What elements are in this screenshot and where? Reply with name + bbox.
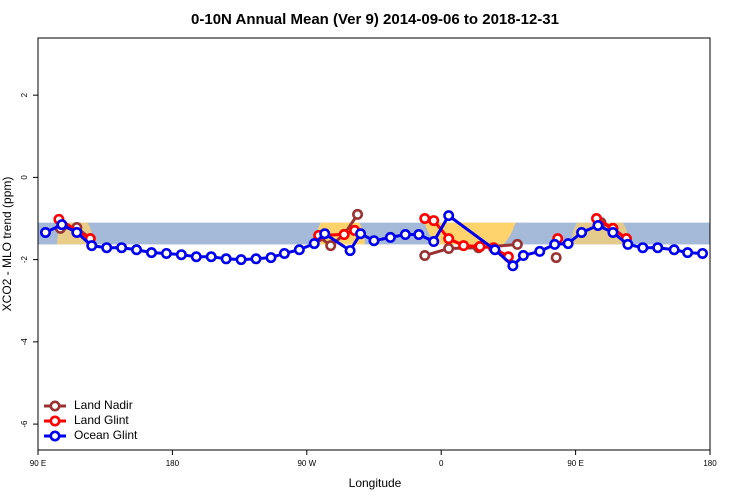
point: [419, 213, 431, 225]
point: [190, 251, 202, 263]
point: [622, 238, 634, 250]
point: [534, 245, 546, 257]
point: [293, 244, 305, 256]
x-tick-label: 180: [166, 459, 180, 468]
point: [368, 235, 380, 247]
x-tick-label: 0: [439, 459, 444, 468]
y-tick-label: -2: [20, 256, 29, 264]
point: [265, 252, 277, 264]
y-tick-label: -6: [20, 420, 29, 428]
point: [511, 238, 523, 250]
band: [38, 222, 710, 245]
x-tick-label: 180: [703, 459, 717, 468]
x-tick-label: 90 W: [297, 459, 316, 468]
point: [489, 244, 501, 256]
point: [175, 249, 187, 261]
point: [344, 245, 356, 257]
point: [443, 233, 455, 245]
band-layer: [38, 222, 710, 245]
point: [474, 240, 486, 252]
point: [308, 238, 320, 250]
yellow-regions: [57, 222, 628, 245]
point: [384, 231, 396, 243]
point: [428, 236, 440, 248]
x-axis-label: Longitude: [349, 476, 402, 490]
legend-marker: [49, 415, 61, 427]
point: [319, 228, 331, 240]
point: [550, 252, 562, 264]
point: [562, 238, 574, 250]
x-tick-label: 90 E: [567, 459, 583, 468]
point: [443, 210, 455, 222]
data-layer: [39, 208, 709, 272]
plot-frame: [37, 37, 711, 451]
chart-title: 0-10N Annual Mean (Ver 9) 2014-09-06 to …: [191, 11, 559, 28]
legend-marker: [49, 430, 61, 442]
point: [637, 242, 649, 254]
y-tick-label: -4: [20, 338, 29, 346]
point: [352, 208, 364, 220]
point: [101, 242, 113, 254]
legend-label: Land Nadir: [74, 398, 133, 412]
point: [235, 254, 247, 266]
point: [443, 243, 455, 255]
legend-marker: [49, 400, 61, 412]
point: [399, 229, 411, 241]
point: [355, 228, 367, 240]
legend-label: Land Glint: [74, 413, 129, 427]
point: [338, 229, 350, 241]
point: [458, 240, 470, 252]
point: [325, 240, 337, 252]
point: [116, 242, 128, 254]
point: [517, 250, 529, 262]
point: [145, 247, 157, 259]
point: [160, 247, 172, 259]
point: [39, 226, 51, 238]
point: [278, 247, 290, 259]
point: [428, 215, 440, 227]
point: [697, 247, 709, 259]
point: [220, 253, 232, 265]
point: [205, 251, 217, 263]
y-tick-label: 0: [20, 175, 29, 180]
y-axis-label: XCO2 - MLO trend (ppm): [0, 177, 14, 312]
point: [549, 238, 561, 250]
yellow-region: [315, 222, 365, 245]
point: [419, 250, 431, 262]
point: [413, 229, 425, 241]
point: [668, 244, 680, 256]
point: [652, 242, 664, 254]
point: [86, 240, 98, 252]
point: [607, 226, 619, 238]
point: [507, 260, 519, 272]
point: [592, 219, 604, 231]
point: [131, 244, 143, 256]
point: [576, 226, 588, 238]
legend-label: Ocean Glint: [74, 428, 138, 442]
point: [71, 226, 83, 238]
point: [56, 219, 68, 231]
point: [682, 247, 694, 259]
y-tick-label: 2: [20, 92, 29, 97]
x-tick-label: 90 E: [30, 459, 46, 468]
point: [250, 253, 262, 265]
